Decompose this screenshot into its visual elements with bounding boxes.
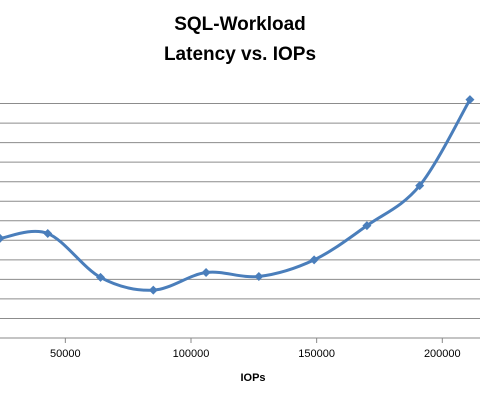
x-tick-label: 200000 [424, 348, 461, 360]
x-tick-label: 50000 [50, 348, 81, 360]
x-axis-title: IOPs [240, 372, 265, 384]
x-tick-label: 100000 [173, 348, 210, 360]
chart-title-line-1: SQL-Workload [174, 14, 306, 35]
x-axis-ticks: 50000 100000 150000 200000 [50, 338, 461, 360]
data-markers [0, 95, 475, 295]
gridlines [0, 103, 480, 319]
data-point-marker [0, 233, 5, 243]
data-point-marker [254, 271, 264, 281]
data-point-marker [201, 268, 211, 278]
data-point-marker [309, 255, 319, 265]
chart-title-line-2: Latency vs. IOPs [163, 44, 317, 65]
data-point-marker [415, 181, 425, 191]
data-point-marker [96, 272, 106, 282]
x-tick-label: 150000 [298, 348, 335, 360]
data-point-marker [362, 221, 372, 231]
data-point-marker [465, 95, 475, 105]
series-line [0, 98, 472, 292]
data-point-marker [148, 285, 158, 295]
data-point-marker [43, 228, 53, 238]
